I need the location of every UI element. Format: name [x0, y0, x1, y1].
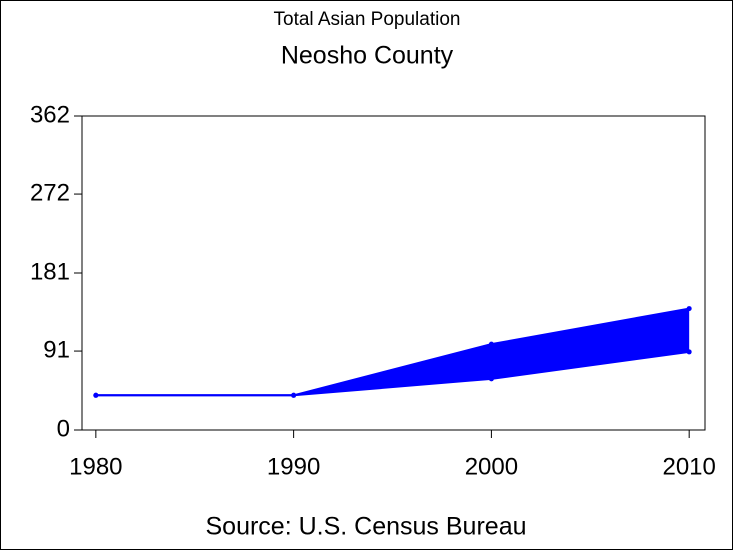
- data-point: [686, 349, 692, 355]
- series-line: [95, 350, 690, 397]
- chart-subtitle: Neosho County: [281, 42, 454, 70]
- range-band: [95, 308, 690, 396]
- data-point: [488, 341, 494, 347]
- x-tick-label: 1990: [267, 453, 320, 480]
- y-tick-label: 181: [30, 258, 70, 285]
- x-tick-label: 1980: [69, 453, 122, 480]
- y-tick-label: 362: [30, 101, 70, 128]
- y-tick-label: 272: [30, 179, 70, 206]
- chart-title: Total Asian Population: [274, 9, 461, 30]
- y-tick-label: 91: [43, 336, 70, 363]
- x-tick-label: 2010: [662, 453, 715, 480]
- y-tick-label: 0: [57, 415, 70, 442]
- data-point: [93, 392, 99, 398]
- data-point: [291, 392, 297, 398]
- data-point: [686, 306, 692, 312]
- data-point: [488, 376, 494, 382]
- x-tick-label: 2000: [465, 453, 518, 480]
- source-note: Source: U.S. Census Bureau: [206, 513, 527, 541]
